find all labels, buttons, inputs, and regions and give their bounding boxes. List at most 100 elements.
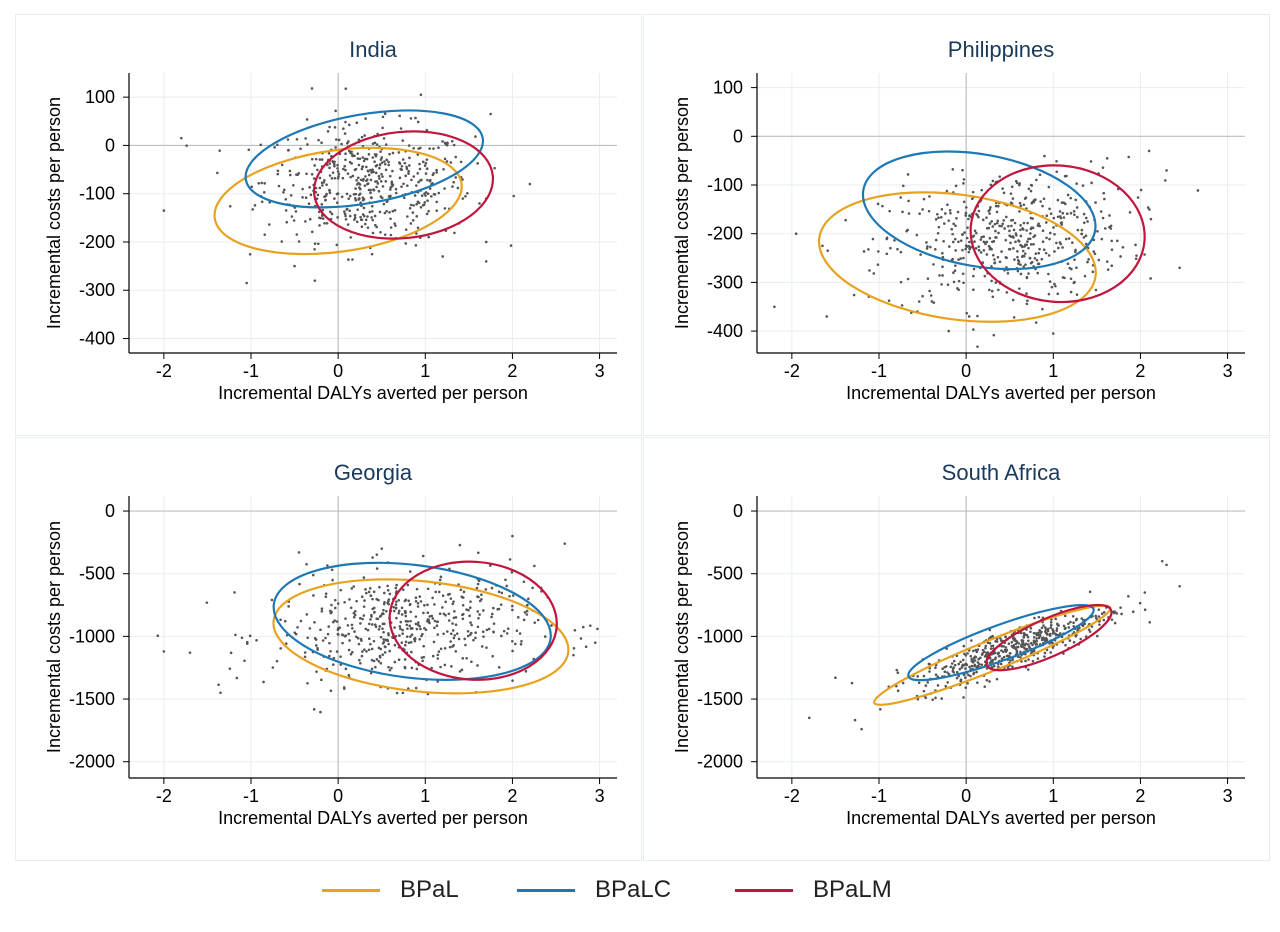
india-point: [337, 172, 341, 176]
philippines-point: [939, 215, 943, 219]
philippines-point: [1041, 307, 1044, 311]
south-africa-point: [972, 649, 975, 653]
philippines-point: [922, 197, 926, 201]
south-africa-point: [1098, 623, 1101, 626]
india-point: [344, 120, 347, 124]
india-point: [317, 138, 320, 142]
india-point: [435, 168, 438, 172]
india-point: [441, 255, 445, 258]
india-point: [454, 155, 458, 159]
india-point: [416, 153, 420, 156]
philippines-point: [1034, 321, 1038, 324]
south-africa-point: [1148, 620, 1152, 624]
philippines-point: [976, 345, 979, 348]
georgia-point: [296, 625, 299, 629]
india-point: [375, 180, 379, 183]
georgia-point: [449, 640, 452, 643]
philippines-point: [963, 231, 966, 234]
georgia-point: [487, 627, 491, 631]
legend-item-bpalm: BPaLM: [735, 868, 892, 912]
south-africa-point: [999, 637, 1002, 640]
georgia-point: [515, 629, 519, 632]
philippines-point: [947, 245, 951, 248]
georgia-point: [401, 632, 404, 635]
philippines-point: [979, 238, 983, 241]
philippines-point: [941, 265, 944, 268]
philippines-point: [969, 245, 972, 249]
georgia-point: [443, 663, 447, 667]
georgia-point: [404, 640, 408, 644]
south-africa-point: [1027, 639, 1030, 643]
philippines-point: [1027, 246, 1030, 250]
india-point: [321, 184, 324, 187]
philippines-point: [1094, 288, 1098, 292]
south-africa-point: [1044, 631, 1048, 635]
georgia-point: [511, 679, 514, 682]
india-point: [419, 205, 423, 209]
india-point: [348, 160, 352, 164]
georgia-point: [351, 626, 354, 630]
south-africa-point: [1062, 624, 1066, 628]
india-point: [381, 126, 384, 130]
philippines-point: [991, 295, 995, 299]
south-africa-point: [1054, 617, 1058, 621]
georgia-point: [422, 655, 426, 659]
south-africa-point: [1032, 635, 1036, 639]
philippines-point: [1146, 206, 1150, 209]
south-africa-point: [958, 667, 962, 671]
georgia-point: [398, 625, 402, 628]
india-point: [373, 214, 377, 218]
south-africa-point: [1051, 646, 1055, 649]
south-africa-point: [991, 644, 995, 648]
georgia-point: [401, 691, 405, 695]
south-africa-point: [1038, 631, 1042, 634]
philippines-point: [1100, 237, 1104, 241]
georgia-point: [357, 642, 361, 646]
philippines-point: [1027, 187, 1031, 191]
india-point: [394, 187, 398, 191]
india-point: [359, 178, 363, 182]
india-point: [420, 194, 424, 198]
georgia-point: [449, 597, 453, 600]
georgia-point: [490, 615, 493, 619]
georgia-point: [371, 623, 374, 626]
india-point: [357, 181, 360, 185]
india-point: [369, 196, 373, 199]
philippines-point: [907, 199, 910, 203]
india-point: [362, 197, 366, 201]
south-africa-point: [957, 662, 961, 666]
georgia-point: [482, 635, 485, 638]
georgia-point: [431, 596, 434, 600]
georgia-point: [243, 659, 246, 663]
georgia-point: [348, 639, 351, 642]
india-point: [287, 148, 290, 152]
georgia-point: [353, 613, 357, 617]
south-africa-point: [1054, 633, 1058, 637]
philippines-point: [1064, 202, 1067, 206]
south-africa-point: [977, 657, 980, 661]
india-point: [389, 233, 393, 237]
georgia-point: [469, 631, 473, 635]
philippines-point: [885, 252, 889, 256]
georgia-point: [450, 665, 453, 668]
india-point: [216, 171, 219, 175]
georgia-point: [579, 637, 583, 640]
philippines-point: [1017, 262, 1020, 266]
georgia-point: [466, 634, 470, 638]
philippines-point: [1018, 210, 1021, 213]
georgia-point: [240, 636, 244, 640]
georgia-point: [437, 650, 441, 653]
philippines-point: [899, 250, 903, 254]
south-africa-point: [1036, 631, 1040, 635]
georgia-point: [470, 623, 473, 627]
india-point: [404, 228, 408, 231]
south-africa-point: [936, 684, 940, 687]
philippines-point: [919, 253, 922, 256]
georgia-point: [382, 602, 386, 606]
philippines-point: [941, 251, 944, 255]
south-africa-y-tick-label: 0: [733, 501, 743, 521]
philippines-point: [955, 216, 958, 220]
philippines-point: [956, 210, 960, 214]
georgia-point: [398, 634, 401, 637]
south-africa-point: [980, 663, 984, 667]
